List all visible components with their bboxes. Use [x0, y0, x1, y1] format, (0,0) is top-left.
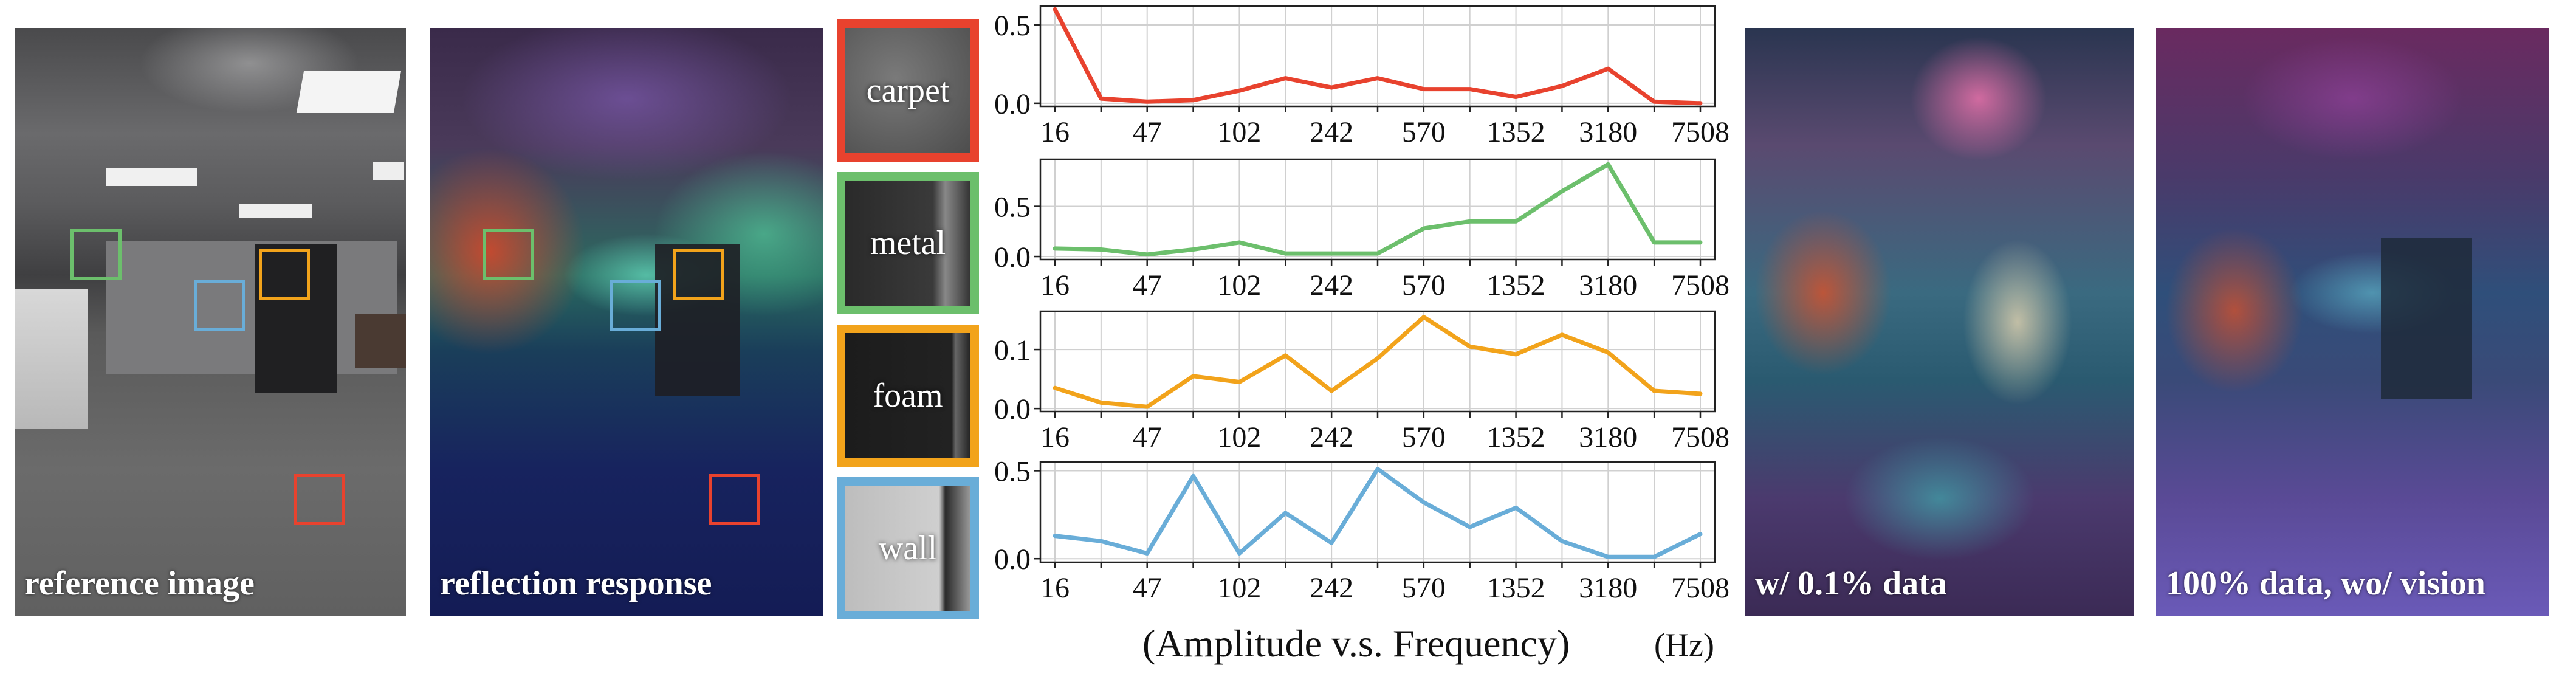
x-tick-label: 102: [1217, 572, 1261, 604]
roi-wall-box: [194, 280, 245, 331]
ceiling-light: [373, 162, 404, 180]
material-swatch-carpet: carpet: [837, 19, 979, 162]
series-line-wall: [1053, 467, 1703, 559]
y-tick-label: 0.0: [994, 393, 1031, 425]
x-tick-label: 1352: [1487, 116, 1545, 148]
no-vision-result-panel: 100% data, wo/ vision: [2156, 28, 2549, 616]
low-data-result-panel: w/ 0.1% data: [1745, 28, 2134, 616]
chart-x-unit: (Hz): [1654, 627, 1714, 663]
series-line-metal: [1053, 162, 1703, 257]
x-tick-label: 570: [1402, 269, 1446, 301]
y-tick-label: 0.0: [994, 241, 1031, 274]
x-tick-label: 242: [1310, 572, 1353, 604]
x-tick-label: 16: [1040, 116, 1070, 148]
dark-cabinet: [655, 244, 740, 396]
x-tick-label: 7508: [1671, 421, 1729, 453]
roi-carpet-box: [294, 474, 345, 525]
x-tick-label: 3180: [1579, 269, 1637, 301]
x-tick-label: 7508: [1671, 572, 1729, 604]
panel-caption: reference image: [24, 565, 255, 602]
x-tick-label: 47: [1133, 421, 1162, 453]
roi-metal-box: [70, 229, 122, 280]
x-tick-label: 3180: [1579, 116, 1637, 148]
x-tick-label: 47: [1133, 572, 1162, 604]
x-tick-label: 102: [1217, 116, 1261, 148]
x-tick-label: 102: [1217, 421, 1261, 453]
panel-caption: reflection response: [440, 565, 712, 602]
y-tick-label: 0.0: [994, 543, 1031, 576]
swatch-label: wall: [878, 529, 938, 567]
x-tick-label: 570: [1402, 421, 1446, 453]
series-line-carpet: [1053, 7, 1703, 106]
x-tick-label: 1352: [1487, 269, 1545, 301]
x-tick-label: 242: [1310, 421, 1353, 453]
dark-cabinet: [255, 244, 337, 393]
swatch-label: carpet: [866, 72, 950, 109]
panel-caption: 100% data, wo/ vision: [2166, 565, 2485, 602]
x-tick-label: 16: [1040, 572, 1070, 604]
ceiling-light: [239, 204, 312, 218]
x-tick-label: 102: [1217, 269, 1261, 301]
back-wall: [106, 241, 397, 374]
series-line-foam: [1053, 315, 1703, 409]
roi-foam-box: [673, 249, 724, 300]
ceiling-light: [106, 168, 197, 186]
roi-wall-box: [610, 280, 661, 331]
swatch-label: foam: [873, 377, 943, 415]
swatch-label: metal: [870, 224, 946, 262]
x-tick-label: 47: [1133, 116, 1162, 148]
left-shelf: [15, 289, 88, 429]
x-tick-label: 16: [1040, 269, 1070, 301]
chart-x-axis-label: (Amplitude v.s. Frequency): [1142, 622, 1570, 665]
material-swatch-metal: metal: [837, 172, 979, 314]
dark-cabinet: [2381, 238, 2472, 399]
roi-metal-box: [483, 229, 534, 280]
panel-caption: w/ 0.1% data: [1755, 565, 1947, 602]
ceiling-light: [296, 71, 402, 113]
x-tick-label: 1352: [1487, 421, 1545, 453]
roi-foam-box: [259, 249, 310, 300]
reference-image-panel: reference image: [15, 28, 406, 616]
x-tick-label: 1352: [1487, 572, 1545, 604]
reflection-response-panel: reflection response: [430, 28, 823, 616]
right-sofa: [355, 314, 406, 368]
x-tick-label: 242: [1310, 269, 1353, 301]
x-tick-label: 47: [1133, 269, 1162, 301]
y-tick-label: 0.5: [994, 10, 1031, 42]
y-tick-label: 0.5: [994, 191, 1031, 224]
x-tick-label: 16: [1040, 421, 1070, 453]
x-tick-label: 3180: [1579, 572, 1637, 604]
y-tick-label: 0.5: [994, 455, 1031, 487]
material-swatch-wall: wall: [837, 477, 979, 619]
x-tick-label: 570: [1402, 116, 1446, 148]
material-swatch-foam: foam: [837, 325, 979, 467]
x-tick-label: 242: [1310, 116, 1353, 148]
roi-carpet-box: [709, 474, 760, 525]
y-tick-label: 0.1: [994, 334, 1031, 367]
x-tick-label: 7508: [1671, 116, 1729, 148]
y-tick-label: 0.0: [994, 88, 1031, 120]
x-tick-label: 570: [1402, 572, 1446, 604]
x-tick-label: 3180: [1579, 421, 1637, 453]
x-tick-label: 7508: [1671, 269, 1729, 301]
amplitude-frequency-charts: 0.0 0.5 16 47 102 242 570 1352 3180 7508 0.0 0.5 16 4…: [994, 5, 1729, 604]
